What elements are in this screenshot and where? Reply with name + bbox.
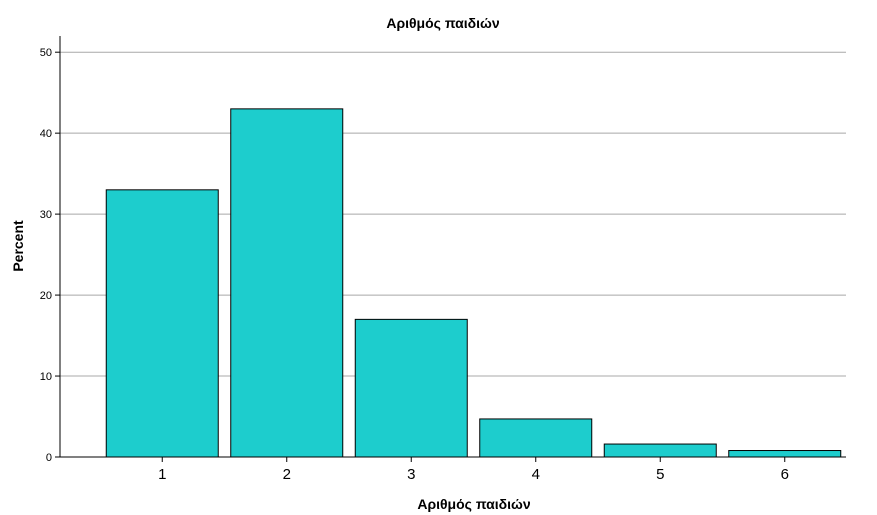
x-tick-label: 1: [158, 466, 166, 483]
y-axis-ticks: 0 10 20 30 40 50: [40, 47, 60, 464]
y-tick-label: 50: [40, 47, 52, 59]
chart-title: Αριθμός παιδιών: [386, 15, 500, 31]
bar-5: [603, 443, 717, 458]
y-tick-label: 20: [40, 290, 52, 302]
y-tick-label: 40: [40, 128, 52, 140]
x-tick-label: 6: [781, 466, 789, 483]
x-tick-label: 3: [407, 466, 415, 483]
x-tick-label: 4: [532, 466, 540, 483]
x-axis-label: Αριθμός παιδιών: [417, 496, 531, 512]
bar-6: [728, 450, 842, 458]
x-tick-label: 2: [283, 466, 291, 483]
bars: [105, 108, 842, 458]
x-axis-ticks: 1 2 3 4 5 6: [158, 457, 789, 483]
x-tick-label: 5: [656, 466, 664, 483]
y-axis-label: Percent: [10, 220, 26, 272]
bar-2: [230, 108, 344, 458]
y-tick-label: 0: [46, 452, 52, 464]
y-tick-label: 30: [40, 209, 52, 221]
bar-4: [479, 418, 593, 458]
bar-3: [354, 318, 468, 458]
bar-1: [105, 189, 219, 458]
y-tick-label: 10: [40, 371, 52, 383]
